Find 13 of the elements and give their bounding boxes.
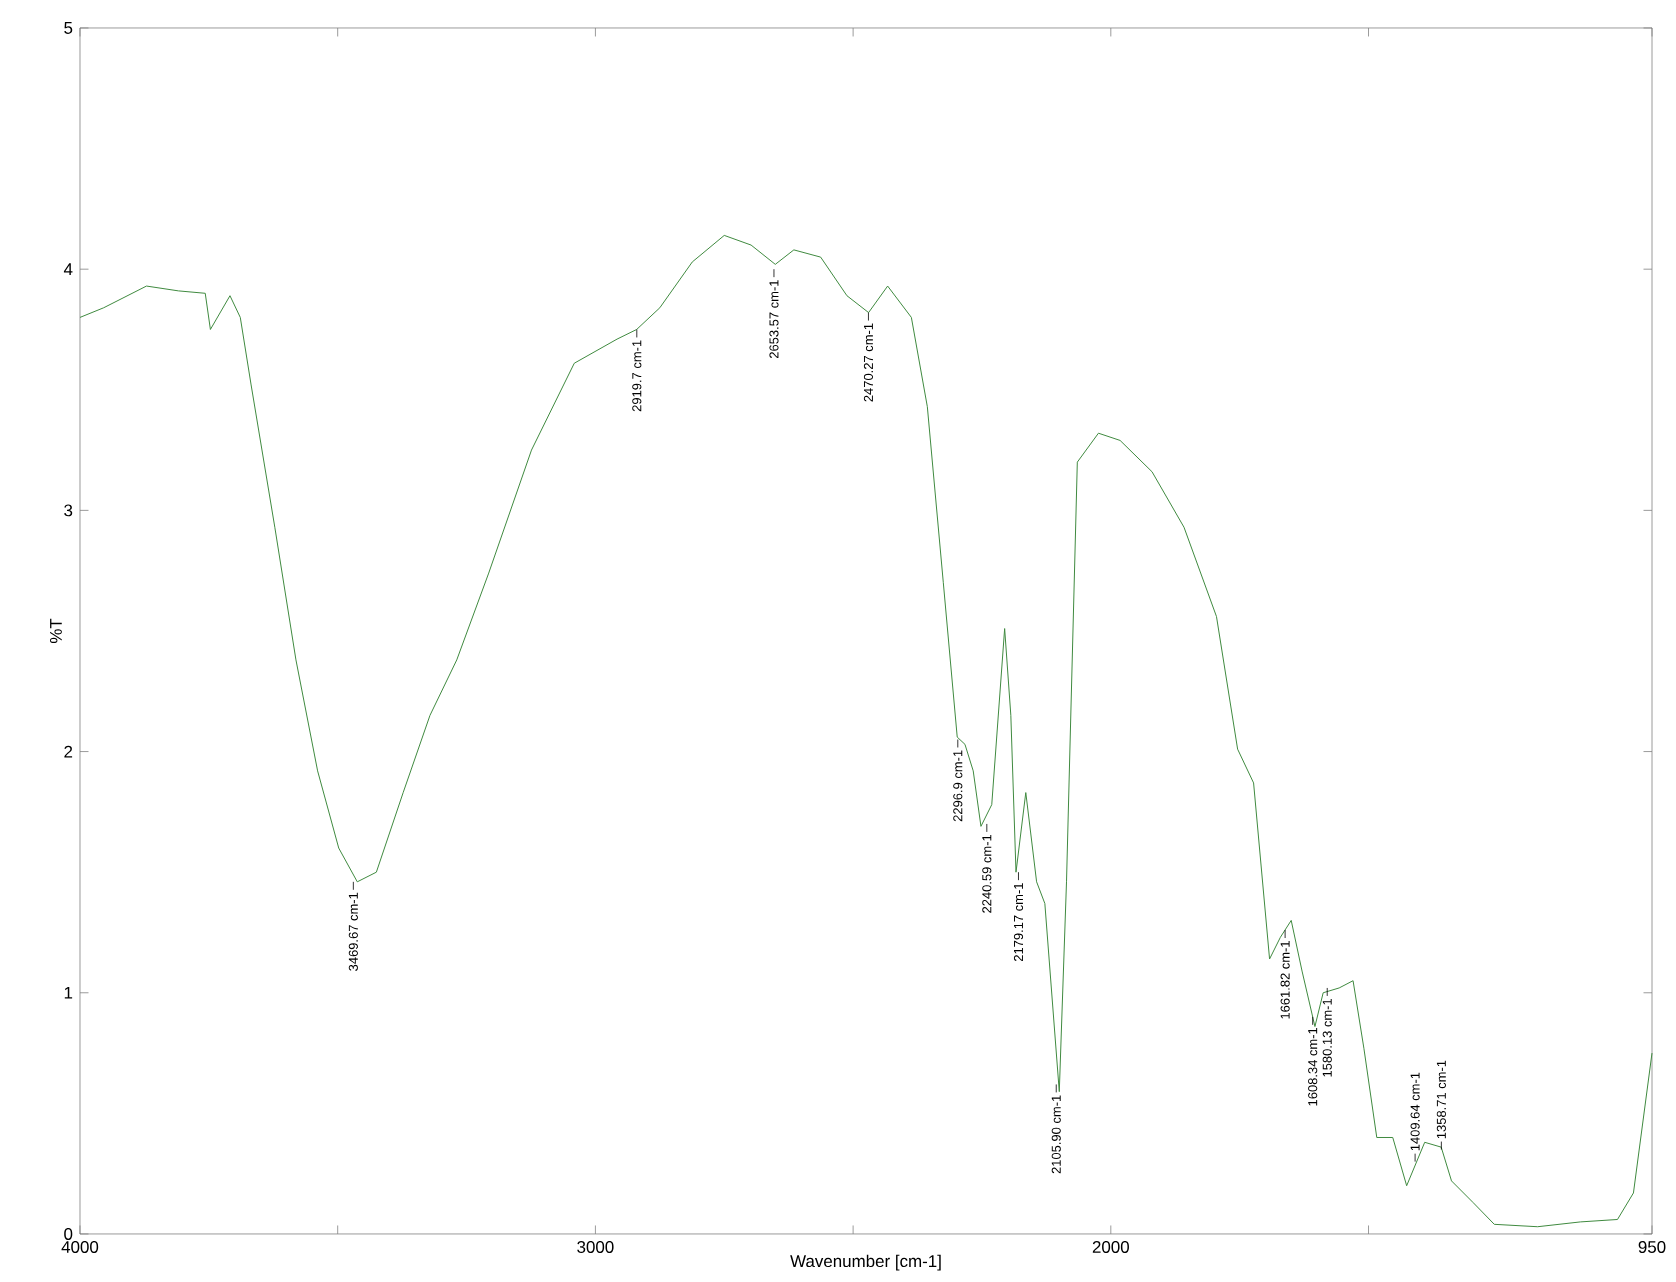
y-tick-label: 2 xyxy=(64,745,73,758)
y-tick-label: 0 xyxy=(64,1227,73,1240)
x-axis-title: Wavenumber [cm-1] xyxy=(790,1254,941,1271)
y-tick-label: 1 xyxy=(64,986,73,999)
y-tick-label: 5 xyxy=(64,22,73,34)
line-series xyxy=(79,234,1653,1228)
y-tick-label: 3 xyxy=(64,504,73,517)
y-axis-title: %T xyxy=(50,618,62,644)
x-tick-label: 3000 xyxy=(577,1241,614,1253)
x-tick-label: 950 xyxy=(1638,1241,1666,1253)
x-tick-label: 4000 xyxy=(61,1241,99,1253)
x-tick-label: 2000 xyxy=(1092,1241,1129,1253)
y-tick-label: 4 xyxy=(63,263,73,275)
